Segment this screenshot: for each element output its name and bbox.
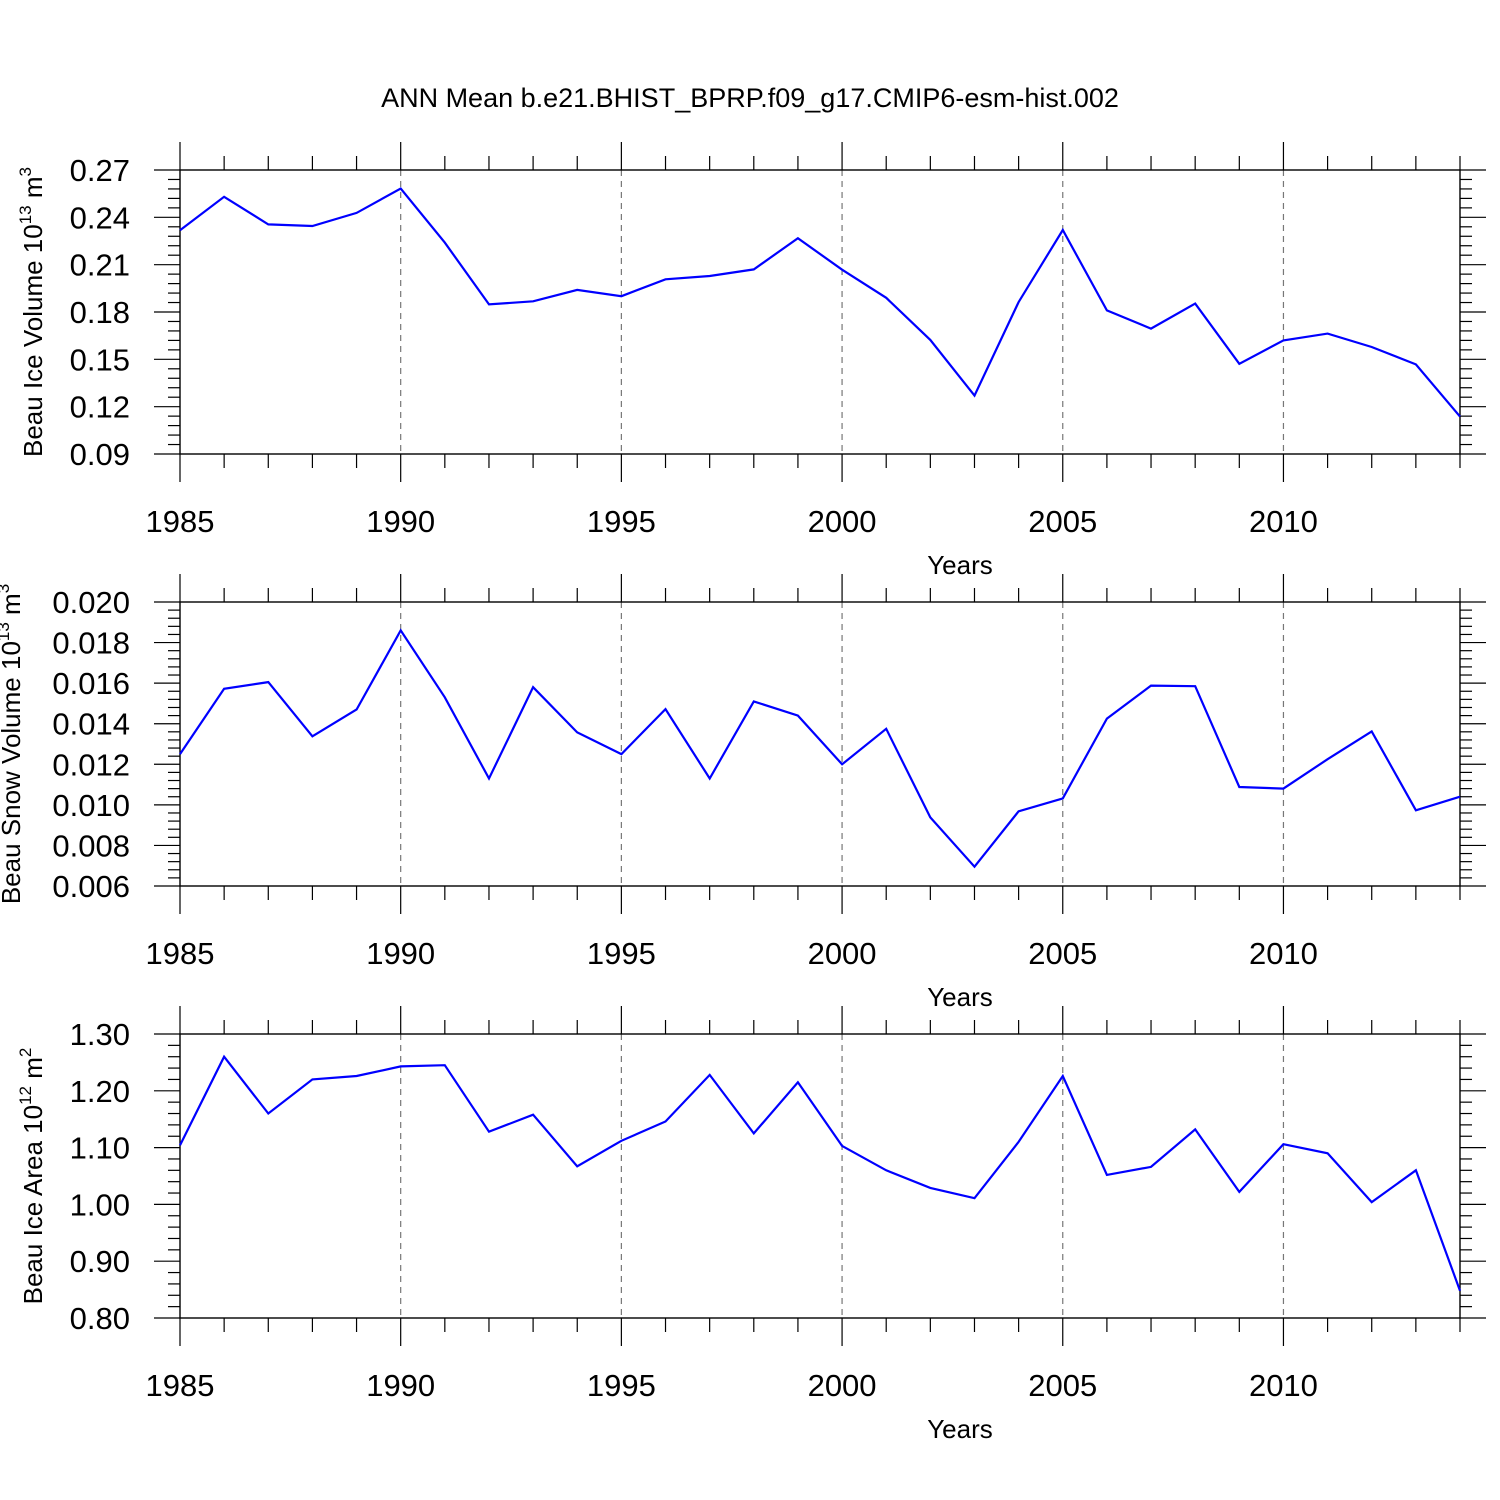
ice-volume-x-tick-label: 2005 xyxy=(1028,504,1097,539)
ice-area-frame xyxy=(179,1033,1461,1319)
ice-volume-y-tick-label: 0.24 xyxy=(70,200,130,235)
figure-title: ANN Mean b.e21.BHIST_BPRP.f09_g17.CMIP6-… xyxy=(381,83,1119,113)
snow-volume-x-tick-label: 1995 xyxy=(587,936,656,971)
snow-volume-series-line xyxy=(179,628,1461,869)
panel-ice-volume: 0.09 0.12 0.15 0.18 0.21 0.24 0.27 1985 1990 1995… xyxy=(16,142,1486,580)
snow-volume-x-tick-label: 1990 xyxy=(366,936,435,971)
ice-area-x-tick-label: 1995 xyxy=(587,1368,656,1403)
ice-area-y-tick-label: 1.20 xyxy=(70,1074,130,1109)
ice-area-x-tick-label: 1985 xyxy=(146,1368,215,1403)
ice-volume-x-tick-label: 1995 xyxy=(587,504,656,539)
ice-area-y-tick-label: 1.00 xyxy=(70,1187,130,1222)
snow-volume-y-tick-label: 0.020 xyxy=(52,585,130,620)
ice-volume-frame xyxy=(179,169,1461,455)
ice-volume-y-tick-label: 0.27 xyxy=(70,153,130,188)
ice-volume-x-tick-label: 1990 xyxy=(366,504,435,539)
snow-volume-x-tick-label: 2005 xyxy=(1028,936,1097,971)
ice-area-y-axis-label: Beau Ice Area 1012 m2 xyxy=(16,1048,48,1305)
ice-area-x-axis-label: Years xyxy=(927,1414,993,1444)
ice-area-y-tick-label: 0.80 xyxy=(70,1301,130,1336)
ice-volume-y-tick-label: 0.12 xyxy=(70,390,130,425)
ice-volume-x-tick-label: 2000 xyxy=(808,504,877,539)
snow-volume-y-tick-label: 0.016 xyxy=(52,666,130,701)
snow-volume-y-tick-label: 0.018 xyxy=(52,626,130,661)
panel-snow-volume: 0.006 0.008 0.010 0.012 0.014 0.016 0.018 0.020… xyxy=(0,574,1486,1012)
ice-volume-series-line xyxy=(179,187,1461,418)
ice-area-x-tick-label: 2010 xyxy=(1249,1368,1318,1403)
snow-volume-frame xyxy=(179,601,1461,887)
ice-volume-x-axis-label: Years xyxy=(927,550,993,580)
snow-volume-y-axis-label: Beau Snow Volume 1013 m3 xyxy=(0,584,26,904)
ice-volume-y-tick-label: 0.18 xyxy=(70,295,130,330)
snow-volume-y-tick-label: 0.010 xyxy=(52,788,130,823)
snow-volume-x-tick-label: 1985 xyxy=(146,936,215,971)
snow-volume-y-tick-label: 0.014 xyxy=(52,707,130,742)
ice-area-x-tick-label: 2000 xyxy=(808,1368,877,1403)
ice-volume-y-tick-label: 0.21 xyxy=(70,248,130,283)
ice-area-x-tick-label: 1990 xyxy=(366,1368,435,1403)
ice-area-series-line xyxy=(179,1054,1462,1292)
ice-volume-y-tick-label: 0.09 xyxy=(70,437,130,472)
ice-volume-x-tick-label: 2010 xyxy=(1249,504,1318,539)
ice-volume-y-tick-label: 0.15 xyxy=(70,342,130,377)
ice-area-y-tick-label: 1.30 xyxy=(70,1017,130,1052)
snow-volume-x-axis-label: Years xyxy=(927,982,993,1012)
ice-volume-y-axis-label: Beau Ice Volume 1013 m3 xyxy=(16,167,48,457)
ice-area-y-tick-label: 1.10 xyxy=(70,1131,130,1166)
ice-area-y-tick-label: 0.90 xyxy=(70,1244,130,1279)
snow-volume-y-tick-label: 0.008 xyxy=(52,828,130,863)
ice-volume-x-tick-label: 1985 xyxy=(146,504,215,539)
snow-volume-y-tick-label: 0.012 xyxy=(52,747,130,782)
snow-volume-x-tick-label: 2000 xyxy=(808,936,877,971)
snow-volume-y-tick-label: 0.006 xyxy=(52,869,130,904)
ice-area-x-tick-label: 2005 xyxy=(1028,1368,1097,1403)
snow-volume-x-tick-label: 2010 xyxy=(1249,936,1318,971)
panel-ice-area: 0.80 0.90 1.00 1.10 1.20 1.30 1985 1990 1995 2000… xyxy=(16,1006,1486,1444)
